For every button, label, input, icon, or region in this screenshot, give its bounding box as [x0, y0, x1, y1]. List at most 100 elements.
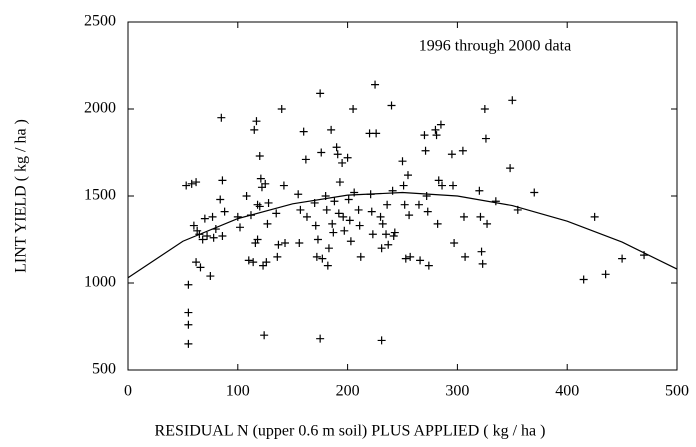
point: [354, 205, 363, 214]
point: [390, 228, 399, 237]
point: [477, 247, 486, 256]
point: [459, 212, 468, 221]
point: [481, 134, 490, 143]
point: [301, 155, 310, 164]
point: [220, 207, 229, 216]
point: [339, 212, 348, 221]
point: [260, 331, 269, 340]
point: [382, 230, 391, 239]
point: [313, 235, 322, 244]
point: [200, 214, 209, 223]
point: [209, 233, 218, 242]
point: [198, 235, 207, 244]
point: [196, 263, 205, 272]
point: [253, 235, 262, 244]
point: [273, 252, 282, 261]
point: [590, 212, 599, 221]
point: [400, 200, 409, 209]
point: [242, 192, 251, 200]
point: [317, 148, 326, 157]
fit-curve: [127, 191, 678, 279]
point: [334, 209, 343, 218]
point: [414, 200, 423, 209]
point: [343, 153, 352, 162]
point: [356, 252, 365, 261]
point: [216, 195, 225, 204]
annotation: 1996 through 2000 data: [419, 38, 571, 55]
point: [281, 238, 290, 247]
point: [235, 223, 244, 232]
point: [302, 212, 311, 221]
point: [263, 219, 272, 228]
point: [252, 117, 261, 126]
point: [438, 181, 447, 190]
point: [261, 179, 270, 188]
point: [330, 197, 339, 206]
point: [476, 212, 485, 221]
x-tick-label: 500: [665, 383, 689, 400]
point: [296, 205, 305, 214]
point: [424, 261, 433, 270]
point: [311, 221, 320, 230]
point: [346, 237, 355, 246]
point: [262, 258, 271, 267]
point: [447, 150, 456, 159]
point: [251, 238, 260, 247]
x-tick-label: 300: [445, 383, 469, 400]
point: [383, 200, 392, 209]
point: [416, 256, 425, 265]
x-axis-label: RESIDUAL N (upper 0.6 m soil) PLUS APPLI…: [155, 423, 546, 440]
point: [316, 89, 325, 98]
point: [184, 308, 193, 317]
point: [398, 157, 407, 166]
plot-frame: [127, 21, 678, 371]
point: [329, 228, 338, 237]
point: [458, 146, 467, 155]
point: [371, 80, 380, 89]
point: [480, 105, 489, 113]
y-axis-label: LINT YIELD ( kg / ha ): [13, 119, 30, 273]
point: [475, 186, 484, 195]
point: [420, 131, 429, 140]
point: [405, 211, 414, 220]
point: [327, 125, 336, 134]
point: [387, 101, 396, 110]
point: [257, 183, 266, 192]
point: [312, 252, 321, 261]
point: [184, 320, 193, 329]
point: [192, 258, 201, 267]
point: [377, 336, 386, 345]
point: [294, 190, 303, 199]
point: [255, 202, 264, 211]
point: [384, 240, 393, 249]
point: [431, 125, 440, 134]
point: [478, 259, 487, 268]
x-tick-label: 100: [226, 383, 250, 400]
point: [316, 334, 325, 343]
point: [184, 339, 193, 348]
point: [256, 174, 265, 183]
point: [508, 96, 517, 105]
point: [335, 178, 344, 187]
point: [299, 127, 308, 136]
point: [218, 176, 227, 185]
point: [421, 146, 430, 155]
point: [322, 205, 331, 214]
point: [403, 171, 412, 180]
point: [376, 212, 385, 221]
point: [389, 232, 398, 241]
point: [372, 129, 381, 138]
point: [450, 238, 459, 247]
point: [433, 219, 442, 228]
x-tick-label: 200: [336, 383, 360, 400]
point: [436, 120, 445, 129]
point: [491, 197, 500, 206]
point: [345, 216, 354, 225]
point: [355, 221, 364, 230]
point: [192, 178, 201, 187]
point: [368, 230, 377, 239]
point: [277, 105, 286, 113]
point: [184, 280, 193, 289]
point: [182, 181, 191, 190]
point: [244, 256, 253, 265]
